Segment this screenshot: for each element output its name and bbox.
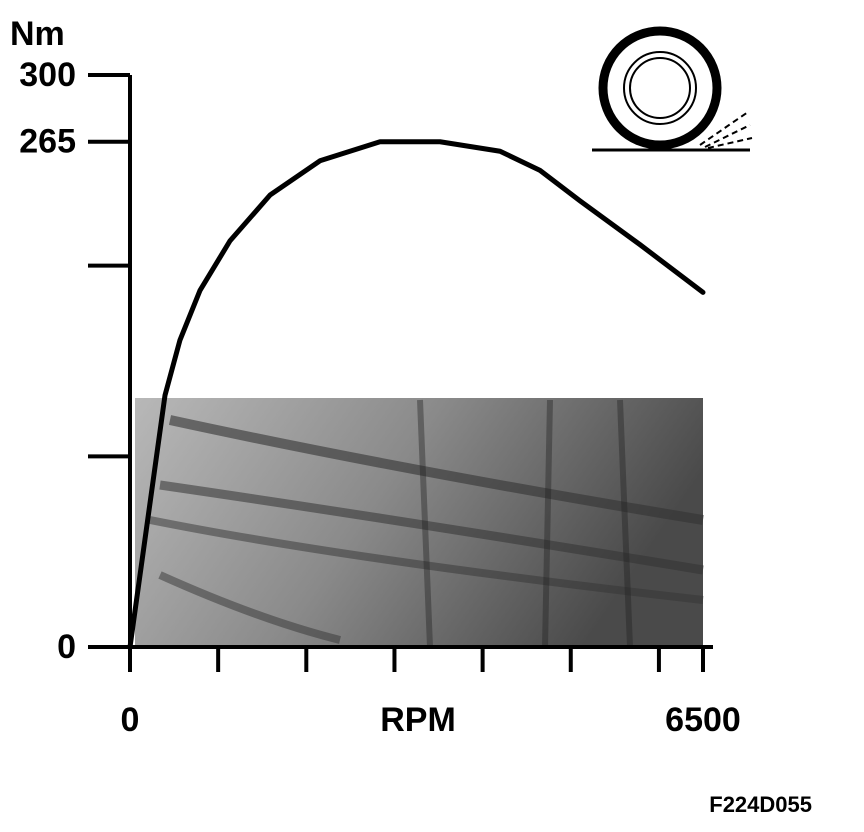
x-tick-label: 0 — [121, 701, 140, 739]
y-tick-label: 0 — [57, 628, 76, 666]
figure-id: F224D055 — [709, 792, 812, 817]
x-tick-label: 6500 — [665, 701, 741, 739]
y-tick-label: 300 — [19, 56, 76, 94]
x-axis-label: RPM — [380, 701, 456, 739]
y-axis-label: Nm — [10, 15, 65, 53]
torque-curve — [127, 139, 706, 650]
tire-icon — [592, 26, 753, 152]
y-tick-label: 265 — [19, 123, 76, 161]
road-texture — [135, 398, 704, 648]
